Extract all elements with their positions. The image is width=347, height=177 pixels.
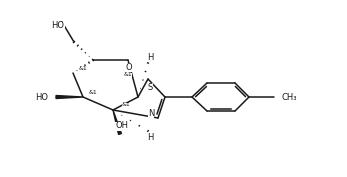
Text: &1: &1: [124, 73, 132, 78]
Polygon shape: [56, 96, 83, 98]
Text: OH: OH: [116, 121, 128, 130]
Text: N: N: [148, 109, 154, 118]
Text: HO: HO: [35, 93, 48, 101]
Text: H: H: [147, 53, 153, 61]
Text: H: H: [147, 133, 153, 141]
Text: &1: &1: [79, 65, 87, 70]
Text: HO: HO: [51, 21, 65, 30]
Text: &1: &1: [88, 90, 98, 96]
Text: CH₃: CH₃: [282, 93, 297, 101]
Text: S: S: [147, 82, 153, 92]
Polygon shape: [113, 110, 121, 134]
Text: &1: &1: [122, 102, 130, 107]
Text: O: O: [126, 62, 132, 72]
